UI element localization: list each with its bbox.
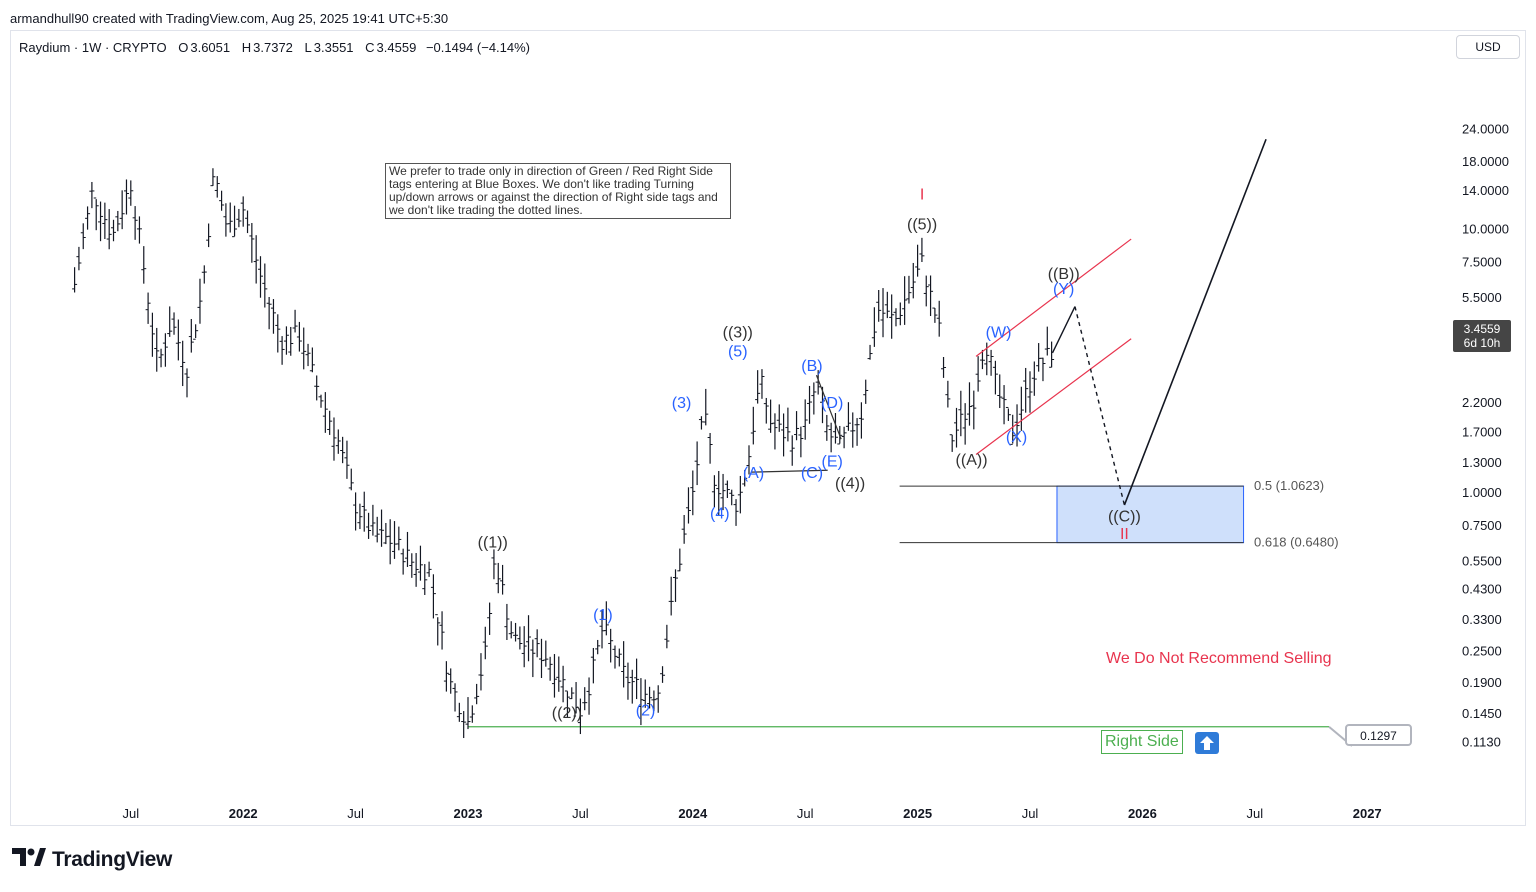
wave-label: ((2)) — [552, 705, 582, 722]
x-tick-label: 2022 — [229, 806, 258, 821]
wave-label: (A) — [743, 465, 764, 482]
up-arrow-icon[interactable] — [1195, 732, 1219, 754]
x-tick-label: 2027 — [1353, 806, 1382, 821]
y-tick-label: 10.0000 — [1462, 222, 1509, 237]
wave-label: (E) — [822, 454, 843, 471]
right-side-tag[interactable]: Right Side — [1101, 730, 1183, 754]
y-tick-label: 2.2000 — [1462, 395, 1502, 410]
y-tick-label: 0.1450 — [1462, 706, 1502, 721]
channel-upper-line — [975, 238, 1132, 357]
target-blue-box — [1056, 485, 1245, 544]
wave-label: (3) — [672, 395, 692, 412]
low-label: L — [304, 40, 312, 55]
tradingview-logo[interactable]: TradingView — [12, 848, 172, 872]
wave-label: ((3)) — [723, 324, 753, 341]
wave-label: (B) — [801, 358, 822, 375]
wave-label: ((1)) — [478, 535, 508, 552]
wave-label: (X) — [1006, 429, 1027, 446]
wave-label: (Y) — [1053, 281, 1074, 298]
projection-dotted-leg — [1074, 306, 1126, 506]
wave-label: II — [1120, 526, 1129, 543]
y-tick-label: 18.0000 — [1462, 154, 1509, 169]
last-price-value: 3.4559 — [1463, 322, 1501, 336]
chart-frame — [10, 30, 1526, 826]
x-tick-label: Jul — [1246, 806, 1263, 821]
wave-label: ((A)) — [956, 452, 988, 469]
tradingview-logo-text: TradingView — [52, 848, 173, 871]
x-tick-label: Jul — [122, 806, 139, 821]
wave-label: ((B)) — [1048, 266, 1080, 283]
y-tick-label: 0.1900 — [1462, 675, 1502, 690]
price-callout[interactable]: 0.1297 — [1345, 724, 1412, 746]
wave-label: (C) — [801, 465, 823, 482]
close-label: C — [365, 40, 375, 55]
tradingview-logo-icon — [12, 848, 46, 872]
watermark-header: armandhull90 created with TradingView.co… — [10, 11, 449, 26]
x-tick-label: Jul — [347, 806, 364, 821]
fib-level-label: 0.5 (1.0623) — [1254, 478, 1324, 493]
y-tick-label: 7.5000 — [1462, 254, 1502, 269]
y-tick-label: 0.3300 — [1462, 612, 1502, 627]
x-tick-label: 2023 — [454, 806, 483, 821]
projection-solid-leg — [1123, 138, 1267, 506]
wave-label: ((C)) — [1108, 508, 1141, 525]
y-tick-label: 5.5000 — [1462, 290, 1502, 305]
wave-label: (D) — [821, 395, 843, 412]
wave-label: ((4)) — [835, 476, 865, 493]
y-tick-label: 1.3000 — [1462, 455, 1502, 470]
y-tick-label: 0.1130 — [1462, 735, 1501, 750]
x-tick-label: 2024 — [678, 806, 708, 821]
triangle-upper-line — [815, 374, 842, 440]
close-value: 3.4559 — [376, 40, 417, 55]
open-value: 3.6051 — [190, 40, 231, 55]
y-tick-label: 0.7500 — [1462, 518, 1502, 533]
x-tick-label: 2026 — [1128, 806, 1157, 821]
last-price-tag: 3.4559 6d 10h — [1453, 320, 1511, 352]
x-tick-label: Jul — [797, 806, 814, 821]
strategy-note[interactable]: We prefer to trade only in direction of … — [385, 163, 731, 219]
recommendation-text[interactable]: We Do Not Recommend Selling — [1106, 650, 1332, 667]
wave-label: (4) — [710, 506, 730, 523]
y-tick-label: 0.4300 — [1462, 582, 1502, 597]
triangle-lower-line — [751, 469, 828, 473]
wave-label: (W) — [986, 324, 1012, 341]
x-tick-label: Jul — [572, 806, 589, 821]
channel-lower-line — [975, 338, 1132, 455]
wave-label: (2) — [636, 703, 656, 720]
bar-countdown: 6d 10h — [1463, 336, 1501, 350]
projection-leg-y — [1051, 306, 1076, 354]
wave-label: (1) — [593, 607, 613, 624]
y-tick-label: 1.7000 — [1462, 424, 1502, 439]
y-tick-label: 14.0000 — [1462, 183, 1509, 198]
open-label: O — [178, 40, 189, 55]
y-tick-label: 0.5500 — [1462, 553, 1502, 568]
x-tick-label: 2025 — [903, 806, 932, 821]
currency-button[interactable]: USD — [1456, 35, 1520, 59]
high-label: H — [241, 40, 252, 55]
y-tick-label: 24.0000 — [1462, 121, 1509, 136]
wave-label: ((5)) — [907, 217, 937, 234]
change-value: −0.1494 (−4.14%) — [425, 40, 531, 55]
fib-level-label: 0.618 (0.6480) — [1254, 535, 1339, 550]
y-tick-label: 0.2500 — [1462, 644, 1502, 659]
high-value: 3.7372 — [253, 40, 293, 55]
wave-label: (5) — [728, 343, 748, 360]
y-tick-label: 1.0000 — [1462, 485, 1502, 500]
symbol-name[interactable]: Raydium · 1W · CRYPTO — [19, 40, 167, 55]
x-tick-label: Jul — [1022, 806, 1039, 821]
wave-label: I — [920, 186, 924, 203]
low-value: 3.3551 — [313, 40, 354, 55]
